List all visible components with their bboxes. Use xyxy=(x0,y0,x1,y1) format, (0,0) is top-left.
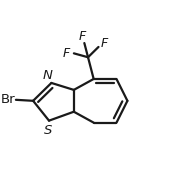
Text: F: F xyxy=(63,47,70,60)
Text: F: F xyxy=(101,37,108,50)
Text: Br: Br xyxy=(1,93,15,106)
Text: N: N xyxy=(43,69,53,82)
Text: S: S xyxy=(44,124,52,137)
Text: F: F xyxy=(79,30,86,43)
